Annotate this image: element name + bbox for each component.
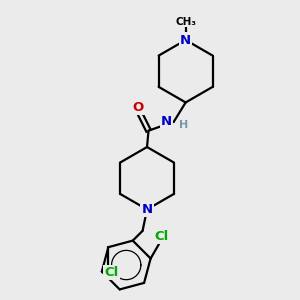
Text: CH₃: CH₃	[175, 16, 196, 27]
Text: O: O	[133, 101, 144, 114]
Text: Cl: Cl	[154, 230, 169, 243]
Text: Cl: Cl	[104, 266, 118, 279]
Text: N: N	[142, 203, 153, 216]
Text: N: N	[180, 34, 191, 46]
Text: N: N	[161, 115, 172, 128]
Text: H: H	[179, 120, 188, 130]
